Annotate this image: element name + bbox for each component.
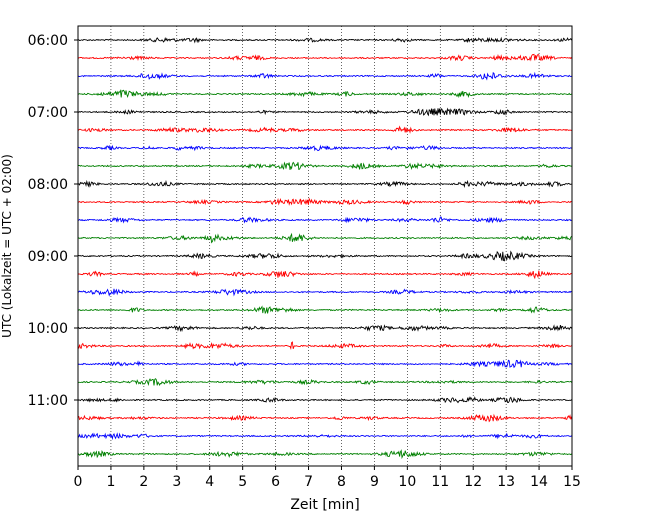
x-tick-label: 1 <box>106 474 115 490</box>
trace-line <box>77 396 572 404</box>
trace-line <box>77 197 572 206</box>
x-tick-label: 7 <box>304 474 313 490</box>
trace-line <box>77 179 572 188</box>
y-tick-label: 08:00 <box>28 177 68 193</box>
trace-line <box>77 305 572 315</box>
x-tick-label: 11 <box>431 474 449 490</box>
trace-line <box>77 449 572 460</box>
y-tick-label: 07:00 <box>28 105 68 121</box>
trace-line <box>77 107 572 117</box>
trace-line <box>77 270 572 280</box>
x-tick-label: 14 <box>530 474 548 490</box>
trace-line <box>77 359 572 369</box>
x-axis-label: Zeit [min] <box>290 497 359 513</box>
y-axis-ticks: 06:00 07:00 08:00 09:00 10:00 11:00 <box>28 33 78 409</box>
trace-line <box>77 250 572 262</box>
x-tick-label: 3 <box>172 474 181 490</box>
x-tick-label: 4 <box>205 474 214 490</box>
trace-line <box>77 413 573 423</box>
y-tick-label: 11:00 <box>28 393 68 409</box>
x-tick-label: 13 <box>497 474 515 490</box>
x-tick-label: 9 <box>370 474 379 490</box>
trace-line <box>77 378 572 386</box>
y-tick-label: 06:00 <box>28 33 68 49</box>
trace-line <box>77 432 572 441</box>
x-tick-label: 12 <box>464 474 482 490</box>
seismic-traces <box>77 36 573 460</box>
trace-line <box>77 341 572 351</box>
trace-line <box>77 36 572 44</box>
trace-line <box>77 232 572 244</box>
x-tick-label: 5 <box>238 474 247 490</box>
trace-line <box>77 324 572 333</box>
x-tick-label: 6 <box>271 474 280 490</box>
x-tick-label: 8 <box>337 474 346 490</box>
x-tick-label: 0 <box>74 474 83 490</box>
x-axis-ticks: 0 1 2 3 4 5 6 7 8 9 10 11 12 13 14 15 <box>74 466 581 490</box>
plot-frame <box>77 25 573 467</box>
y-tick-label: 09:00 <box>28 249 68 265</box>
trace-line <box>77 144 572 152</box>
y-axis-label: UTC (Lokalzeit = UTC + 02:00) <box>0 154 14 338</box>
trace-line <box>77 53 572 62</box>
x-tick-label: 10 <box>398 474 416 490</box>
x-tick-label: 15 <box>563 474 581 490</box>
grid-lines <box>110 26 540 466</box>
y-tick-label: 10:00 <box>28 321 68 337</box>
trace-line <box>77 125 572 134</box>
trace-line <box>77 71 572 81</box>
trace-line <box>77 89 572 99</box>
x-tick-label: 2 <box>139 474 148 490</box>
trace-line <box>77 216 572 224</box>
trace-line <box>77 288 572 297</box>
trace-line <box>77 161 572 171</box>
